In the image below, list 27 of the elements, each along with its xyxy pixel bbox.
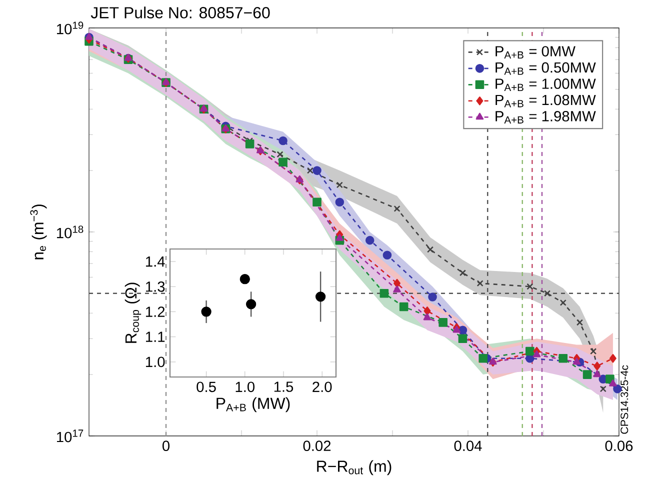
x-tick-label: 1.5	[274, 382, 294, 392]
legend-label: P$_{A+B}$ = 0MW	[496, 46, 576, 58]
x-axis-title: P$_{A+B}$ (MW)	[216, 397, 290, 412]
x-tick-label: 0.04	[454, 440, 482, 452]
y-tick-label: 1.1	[146, 332, 165, 342]
legend-label: P$_{A+B}$ = 0.50MW	[496, 62, 596, 75]
x-axis-title: R−R$_{out}$ (m)	[317, 460, 392, 476]
legend-label: P$_{A+B}$ = 1.00MW	[496, 78, 596, 91]
y-tick-label: 1.4	[146, 256, 165, 267]
y-tick-label: 1.2	[146, 306, 165, 317]
chart-title: JET Pulse No: 80857−60	[90, 6, 270, 18]
x-tick-label: 0.5	[196, 382, 216, 392]
y-tick-label: 10$^{17}$	[57, 430, 84, 442]
y-tick-label: 10$^{18}$	[57, 226, 84, 238]
x-tick-label: 2.0	[312, 382, 332, 392]
y-tick-label: 1.0	[146, 356, 165, 368]
y-axis-title: n$_{e}$ (m$^{−3}$)	[30, 204, 47, 260]
legend-label: P$_{A+B}$ = 1.08MW	[496, 94, 596, 108]
x-tick-label: 0.06	[605, 440, 633, 452]
x-tick-label: 0.02	[303, 440, 331, 452]
x-tick-label: 0	[162, 440, 170, 452]
y-tick-label: 10$^{19}$	[57, 22, 84, 34]
text: CPS14.325-4c	[620, 365, 628, 434]
y-axis-title: R$_{coup}$ (Ω)	[124, 282, 142, 343]
legend-label: P$_{A+B}$ = 1.98MW	[496, 111, 596, 124]
y-tick-label: 1.3	[146, 281, 165, 292]
x-tick-label: 1.0	[236, 382, 255, 392]
